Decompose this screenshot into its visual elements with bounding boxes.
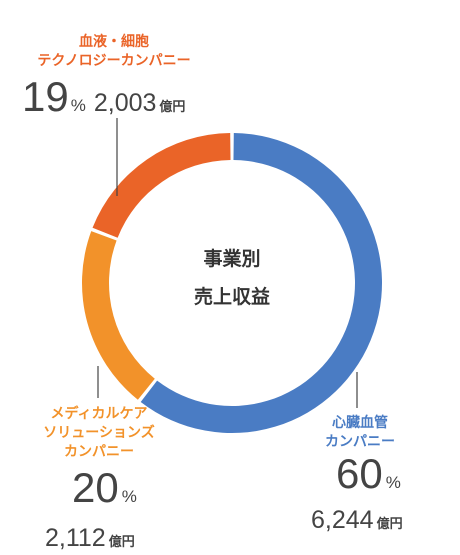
blood-cell-values: 19% 2,003 億円	[22, 73, 185, 120]
medical-care-percent: 20	[72, 464, 119, 511]
cardiovascular-percent-unit: %	[386, 473, 401, 492]
cardiovascular-percent: 60	[336, 450, 383, 497]
medical-care-name-line-2: ソリューションズ	[43, 424, 154, 441]
center-title-line-2: 売上収益	[194, 285, 270, 308]
cardiovascular-amount: 6,244	[311, 506, 374, 534]
cardiovascular-amount-group: 6,244 億円	[311, 506, 403, 534]
medical-care-percent-group: 20%	[72, 464, 137, 511]
cardiovascular-percent-group: 60%	[336, 450, 401, 497]
medical-care-amount: 2,112	[45, 524, 106, 552]
blood-cell-percent-unit: %	[71, 96, 86, 115]
medical-care-name-line-3: カンパニー	[64, 444, 134, 460]
cardiovascular-slice	[140, 133, 382, 433]
donut-slices	[82, 133, 382, 433]
medical-care-name-line-1: メディカルケア	[50, 405, 147, 422]
cardiovascular-name-line-1: 心臓血管	[332, 414, 388, 431]
medical-care-amount-unit: 億円	[109, 534, 135, 550]
cardiovascular-name-line-2: カンパニー	[325, 434, 395, 450]
medical-care-slice	[82, 231, 155, 400]
blood-cell-amount: 2,003	[94, 89, 157, 117]
blood-cell-amount-unit: 億円	[159, 99, 185, 115]
blood-cell-name-line-1: 血液・細胞	[79, 33, 149, 50]
center-title-line-1: 事業別	[203, 247, 260, 270]
medical-care-percent-unit: %	[122, 487, 137, 506]
cardiovascular-amount-unit: 億円	[377, 516, 403, 532]
blood-cell-percent: 19	[22, 73, 69, 120]
blood-cell-slice	[92, 133, 231, 238]
medical-care-amount-group: 2,112 億円	[45, 524, 135, 552]
blood-cell-name-line-2: テクノロジーカンパニー	[37, 53, 190, 69]
